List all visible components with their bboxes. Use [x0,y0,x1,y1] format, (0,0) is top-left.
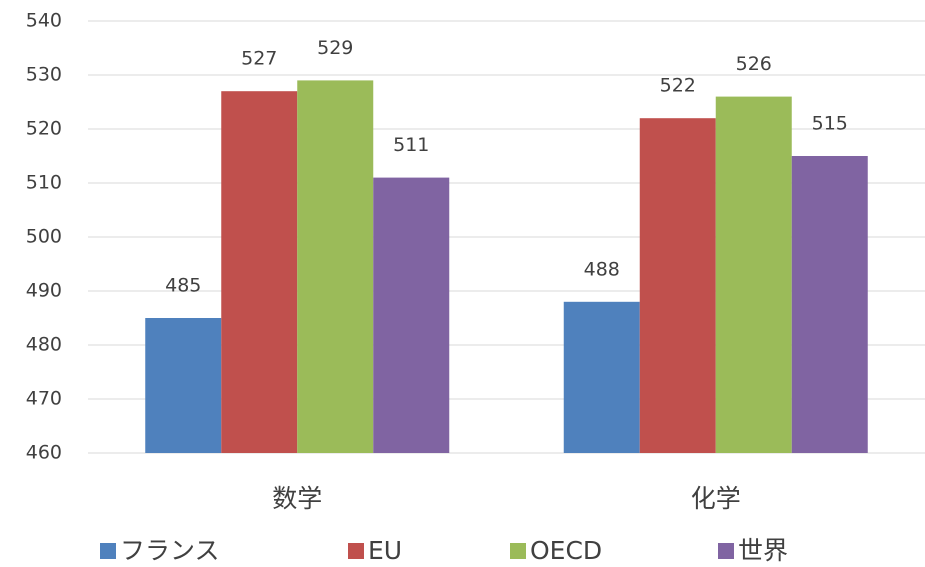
y-tick-label: 490 [26,280,62,302]
bar [791,156,868,453]
y-tick-label: 500 [26,226,62,248]
bar [715,96,792,453]
legend-swatch [510,543,526,559]
y-tick-label: 540 [26,10,62,32]
y-tick-label: 460 [26,442,62,464]
value-label: 515 [812,113,848,135]
value-label: 529 [317,37,353,59]
legend-swatch [348,543,364,559]
legend-swatch [718,543,734,559]
value-label: 485 [165,275,201,297]
bar [145,318,222,453]
value-label: 527 [241,48,277,70]
legend-label: OECD [530,536,602,565]
value-label: 511 [393,134,429,156]
y-tick-label: 480 [26,334,62,356]
x-tick-label: 数学 [272,484,322,513]
legend-label: フランス [120,536,220,565]
bar [221,91,298,453]
y-tick-label: 530 [26,64,62,86]
x-tick-label: 化学 [691,484,741,513]
y-tick-label: 470 [26,388,62,410]
bar [373,177,450,453]
legend-label: EU [368,536,402,565]
value-label: 488 [584,258,620,280]
value-label: 522 [660,75,696,97]
legend-label: 世界 [738,536,788,565]
y-tick-label: 520 [26,118,62,140]
bar [563,301,640,453]
y-tick-label: 510 [26,172,62,194]
bar [297,80,374,454]
legend-swatch [100,543,116,559]
value-label: 526 [736,53,772,75]
bar [639,118,716,453]
